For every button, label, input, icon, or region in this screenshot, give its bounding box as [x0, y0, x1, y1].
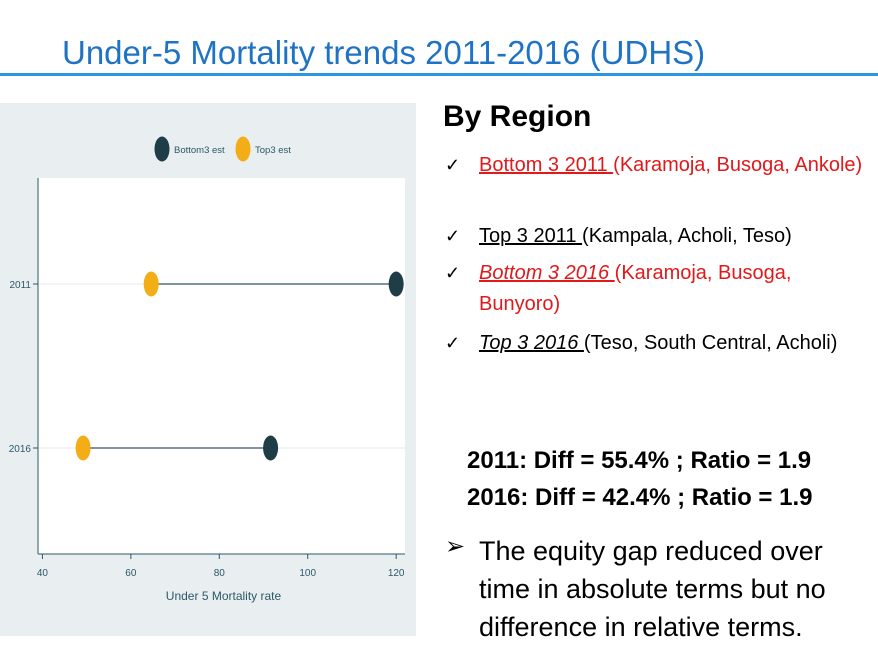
y-tick-label: 2011 [9, 280, 31, 291]
y-tick-label: 2016 [9, 444, 32, 455]
check-icon: ✓ [445, 226, 461, 246]
slide-title: Under-5 Mortality trends 2011-2016 (UDHS… [62, 34, 706, 71]
dot-chart: 40 60 80 100 120 2011 2016 Under 5 Mortality ra… [9, 136, 405, 603]
bullet-regions: (Teso, South Central, Acholi) [583, 332, 838, 354]
dot-chart-panel: 40 60 80 100 120 2011 2016 Under 5 Mortality ra… [0, 103, 416, 636]
bottom3-est-point [388, 271, 404, 297]
title-divider [0, 73, 878, 76]
region-heading: By Region [443, 100, 592, 133]
bullet-regions: (Kampala, Acholi, Teso) [582, 225, 792, 247]
stat-2016: 2016: Diff = 42.4% ; Ratio = 1.9 [467, 484, 813, 511]
check-icon: ✓ [445, 333, 461, 353]
x-tick-label: 100 [299, 568, 316, 579]
x-tick-label: 120 [388, 568, 405, 579]
stat-2011: 2011: Diff = 55.4% ; Ratio = 1.9 [467, 447, 812, 474]
bullet-regions: (Karamoja, Busoga, Bunyoro) [479, 262, 792, 315]
legend-marker [235, 136, 251, 162]
legend-label: Bottom3 est [174, 145, 225, 156]
bullet-label: Top 3 2016 [479, 332, 584, 354]
bullet-regions: (Karamoja, Busoga, Ankole) [613, 154, 863, 176]
conclusion-text: The equity gap reduced over time in abso… [479, 536, 826, 642]
legend-marker [154, 136, 170, 162]
bullet-label: Bottom 3 2016 [479, 262, 615, 284]
plot-area [38, 178, 405, 554]
top3-est-point [143, 271, 159, 297]
legend-label: Top3 est [255, 145, 291, 156]
arrow-bullet-icon: ➢ [445, 533, 466, 560]
check-icon: ✓ [445, 155, 461, 175]
x-tick-label: 40 [37, 568, 49, 579]
bullet-label: Top 3 2011 [479, 225, 583, 247]
x-tick-label: 80 [214, 568, 226, 579]
bottom3-est-point [263, 435, 279, 461]
stats-block: 2011: Diff = 55.4% ; Ratio = 1.9 2016: D… [467, 442, 812, 516]
x-tick-label: 60 [125, 568, 137, 579]
check-icon: ✓ [445, 263, 461, 283]
x-axis-title: Under 5 Mortality rate [166, 589, 282, 603]
bullet-label: Bottom 3 2011 [479, 154, 614, 176]
top3-est-point [75, 435, 91, 461]
